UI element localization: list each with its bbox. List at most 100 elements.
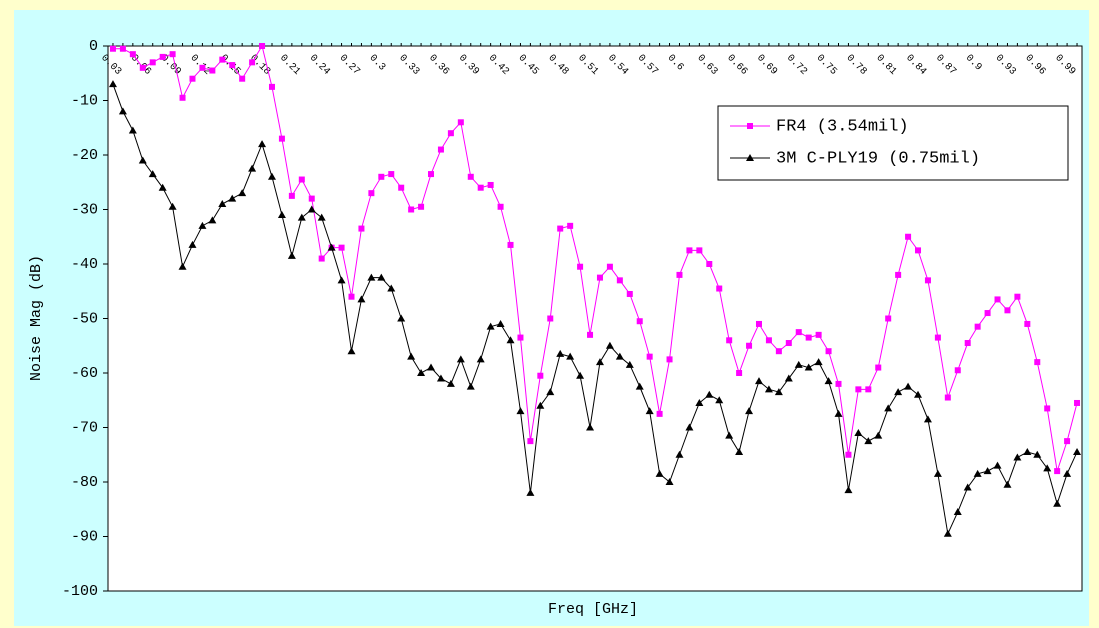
marker bbox=[884, 404, 893, 412]
marker bbox=[754, 377, 763, 385]
marker bbox=[119, 45, 126, 52]
marker bbox=[973, 469, 982, 477]
marker bbox=[864, 437, 873, 445]
marker bbox=[993, 461, 1002, 469]
marker bbox=[904, 382, 913, 390]
marker bbox=[129, 51, 136, 58]
marker bbox=[905, 233, 912, 240]
marker bbox=[855, 386, 862, 393]
marker bbox=[577, 263, 584, 270]
marker bbox=[477, 184, 484, 191]
marker bbox=[764, 385, 773, 393]
y-axis-title: Noise Mag (dB) bbox=[28, 255, 45, 381]
marker bbox=[457, 119, 464, 126]
marker bbox=[814, 358, 823, 366]
marker bbox=[446, 379, 455, 387]
marker bbox=[794, 360, 803, 368]
marker bbox=[476, 355, 485, 363]
marker bbox=[447, 130, 454, 137]
marker bbox=[208, 216, 217, 224]
marker bbox=[994, 296, 1001, 303]
marker bbox=[1054, 468, 1061, 475]
marker bbox=[944, 394, 951, 401]
marker bbox=[287, 251, 296, 259]
marker bbox=[367, 273, 376, 281]
marker bbox=[338, 244, 345, 251]
marker bbox=[746, 342, 753, 349]
y-tick-label: -70 bbox=[71, 419, 98, 436]
marker bbox=[815, 331, 822, 338]
marker bbox=[895, 271, 902, 278]
marker bbox=[894, 388, 903, 396]
marker bbox=[625, 360, 634, 368]
marker bbox=[149, 59, 156, 66]
marker bbox=[248, 164, 257, 172]
marker bbox=[924, 277, 931, 284]
marker bbox=[128, 126, 137, 134]
marker bbox=[1033, 450, 1042, 458]
marker bbox=[696, 247, 703, 254]
marker bbox=[666, 356, 673, 363]
marker bbox=[297, 213, 306, 221]
marker bbox=[834, 409, 843, 417]
marker bbox=[397, 314, 406, 322]
marker bbox=[595, 358, 604, 366]
marker bbox=[974, 323, 981, 330]
marker bbox=[138, 156, 147, 164]
marker bbox=[259, 43, 266, 49]
y-tick-label: -90 bbox=[71, 528, 98, 545]
marker bbox=[158, 183, 167, 191]
marker bbox=[388, 171, 395, 178]
marker bbox=[745, 407, 754, 415]
marker bbox=[347, 347, 356, 355]
y-tick-label: -50 bbox=[71, 310, 98, 327]
marker bbox=[954, 367, 961, 374]
marker bbox=[606, 263, 613, 270]
marker bbox=[497, 203, 504, 210]
marker bbox=[576, 371, 585, 379]
marker bbox=[943, 529, 952, 537]
marker bbox=[249, 59, 256, 66]
marker bbox=[616, 277, 623, 284]
marker bbox=[566, 352, 575, 360]
marker bbox=[517, 334, 524, 341]
y-tick-label: -80 bbox=[71, 474, 98, 491]
marker bbox=[805, 334, 812, 341]
marker bbox=[656, 410, 663, 417]
marker bbox=[486, 322, 495, 330]
marker bbox=[267, 172, 276, 180]
marker bbox=[169, 51, 176, 58]
marker bbox=[835, 380, 842, 387]
marker bbox=[645, 407, 654, 415]
marker bbox=[1063, 469, 1072, 477]
marker bbox=[436, 374, 445, 382]
marker bbox=[747, 123, 753, 129]
legend-box bbox=[717, 105, 1069, 181]
marker bbox=[844, 486, 853, 494]
marker bbox=[228, 194, 237, 202]
marker bbox=[695, 398, 704, 406]
marker bbox=[278, 135, 285, 142]
marker bbox=[1044, 405, 1051, 412]
marker bbox=[875, 364, 882, 371]
marker bbox=[108, 80, 117, 88]
marker bbox=[268, 83, 275, 90]
marker bbox=[428, 171, 435, 178]
marker bbox=[557, 225, 564, 232]
y-tick-label: 0 bbox=[89, 38, 98, 55]
marker bbox=[277, 210, 286, 218]
marker bbox=[188, 240, 197, 248]
marker bbox=[298, 176, 305, 183]
marker bbox=[258, 140, 267, 148]
marker bbox=[736, 370, 743, 376]
marker bbox=[586, 423, 595, 431]
marker bbox=[963, 483, 972, 491]
marker bbox=[933, 469, 942, 477]
marker bbox=[189, 75, 196, 82]
marker bbox=[536, 401, 545, 409]
marker bbox=[845, 451, 852, 458]
marker bbox=[865, 386, 872, 393]
marker bbox=[516, 407, 525, 415]
marker bbox=[726, 337, 733, 344]
